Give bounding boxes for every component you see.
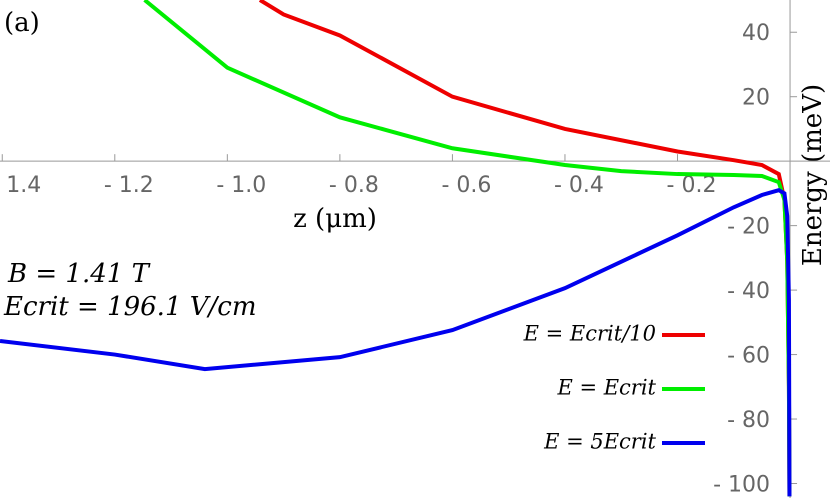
series-line bbox=[143, 0, 792, 497]
legend-label: E = Ecrit bbox=[556, 376, 656, 400]
y-tick-label: - 80 bbox=[727, 408, 770, 433]
panel-label: (a) bbox=[4, 8, 40, 38]
x-tick-label: - 0.6 bbox=[441, 173, 491, 198]
y-axis-label: Energy (meV) bbox=[798, 84, 828, 266]
y-tick-label: 40 bbox=[742, 21, 770, 46]
annotation: Ecrit = 196.1 V/cm bbox=[3, 292, 257, 322]
x-tick-label: - 0.2 bbox=[667, 173, 717, 198]
x-tick-label: - 1.4 bbox=[0, 173, 41, 198]
y-tick-label: - 100 bbox=[713, 472, 770, 497]
y-tick-label: - 20 bbox=[727, 215, 770, 240]
series-line bbox=[0, 188, 792, 497]
y-tick-label: - 60 bbox=[727, 344, 770, 369]
y-tick-label: 20 bbox=[742, 86, 770, 111]
series-line bbox=[258, 0, 792, 497]
annotation: B = 1.41 T bbox=[7, 259, 151, 289]
legend-label: E = Ecrit/10 bbox=[523, 322, 656, 346]
x-tick-label: - 0.4 bbox=[554, 173, 604, 198]
y-tick-label: - 40 bbox=[727, 279, 770, 304]
legend-label: E = 5Ecrit bbox=[543, 430, 656, 454]
x-tick-label: - 1.0 bbox=[216, 173, 266, 198]
x-tick-label: - 1.2 bbox=[104, 173, 154, 198]
x-axis-label: z (μm) bbox=[293, 204, 377, 234]
x-tick-label: - 0.8 bbox=[329, 173, 379, 198]
